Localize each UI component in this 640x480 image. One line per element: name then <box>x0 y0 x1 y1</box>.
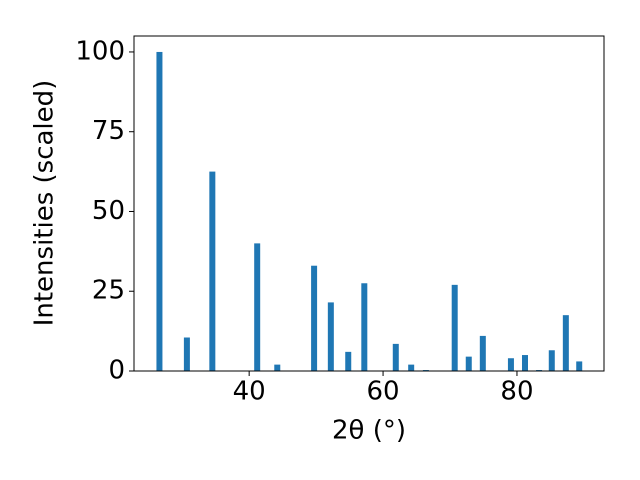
bar <box>156 51 163 371</box>
bar <box>311 265 318 371</box>
bar <box>507 358 514 371</box>
bar <box>479 335 486 371</box>
y-tick-label: 0 <box>108 356 125 386</box>
y-tick-label: 25 <box>92 276 125 306</box>
plot-area <box>134 36 604 371</box>
y-tick-label: 50 <box>92 196 125 226</box>
bar <box>521 355 528 371</box>
bar <box>254 243 261 371</box>
y-tick-label: 100 <box>75 36 125 66</box>
bar <box>327 302 334 371</box>
plot-frame <box>133 35 605 372</box>
bar <box>209 171 216 371</box>
y-tick-label: 75 <box>92 116 125 146</box>
x-axis-label: 2θ (°) <box>332 416 406 446</box>
x-tick-label: 40 <box>233 377 266 407</box>
bar <box>465 356 472 371</box>
x-tick-label: 60 <box>367 377 400 407</box>
bar <box>576 361 583 371</box>
bar <box>274 364 281 371</box>
y-axis-label: Intensities (scaled) <box>30 80 60 327</box>
bar <box>183 337 190 371</box>
bar <box>548 350 555 371</box>
x-tick-label: 80 <box>500 377 533 407</box>
bar <box>361 283 368 371</box>
bar <box>451 284 458 371</box>
bar <box>345 351 352 371</box>
bar <box>408 364 415 371</box>
bar <box>392 343 399 371</box>
bar <box>562 315 569 371</box>
